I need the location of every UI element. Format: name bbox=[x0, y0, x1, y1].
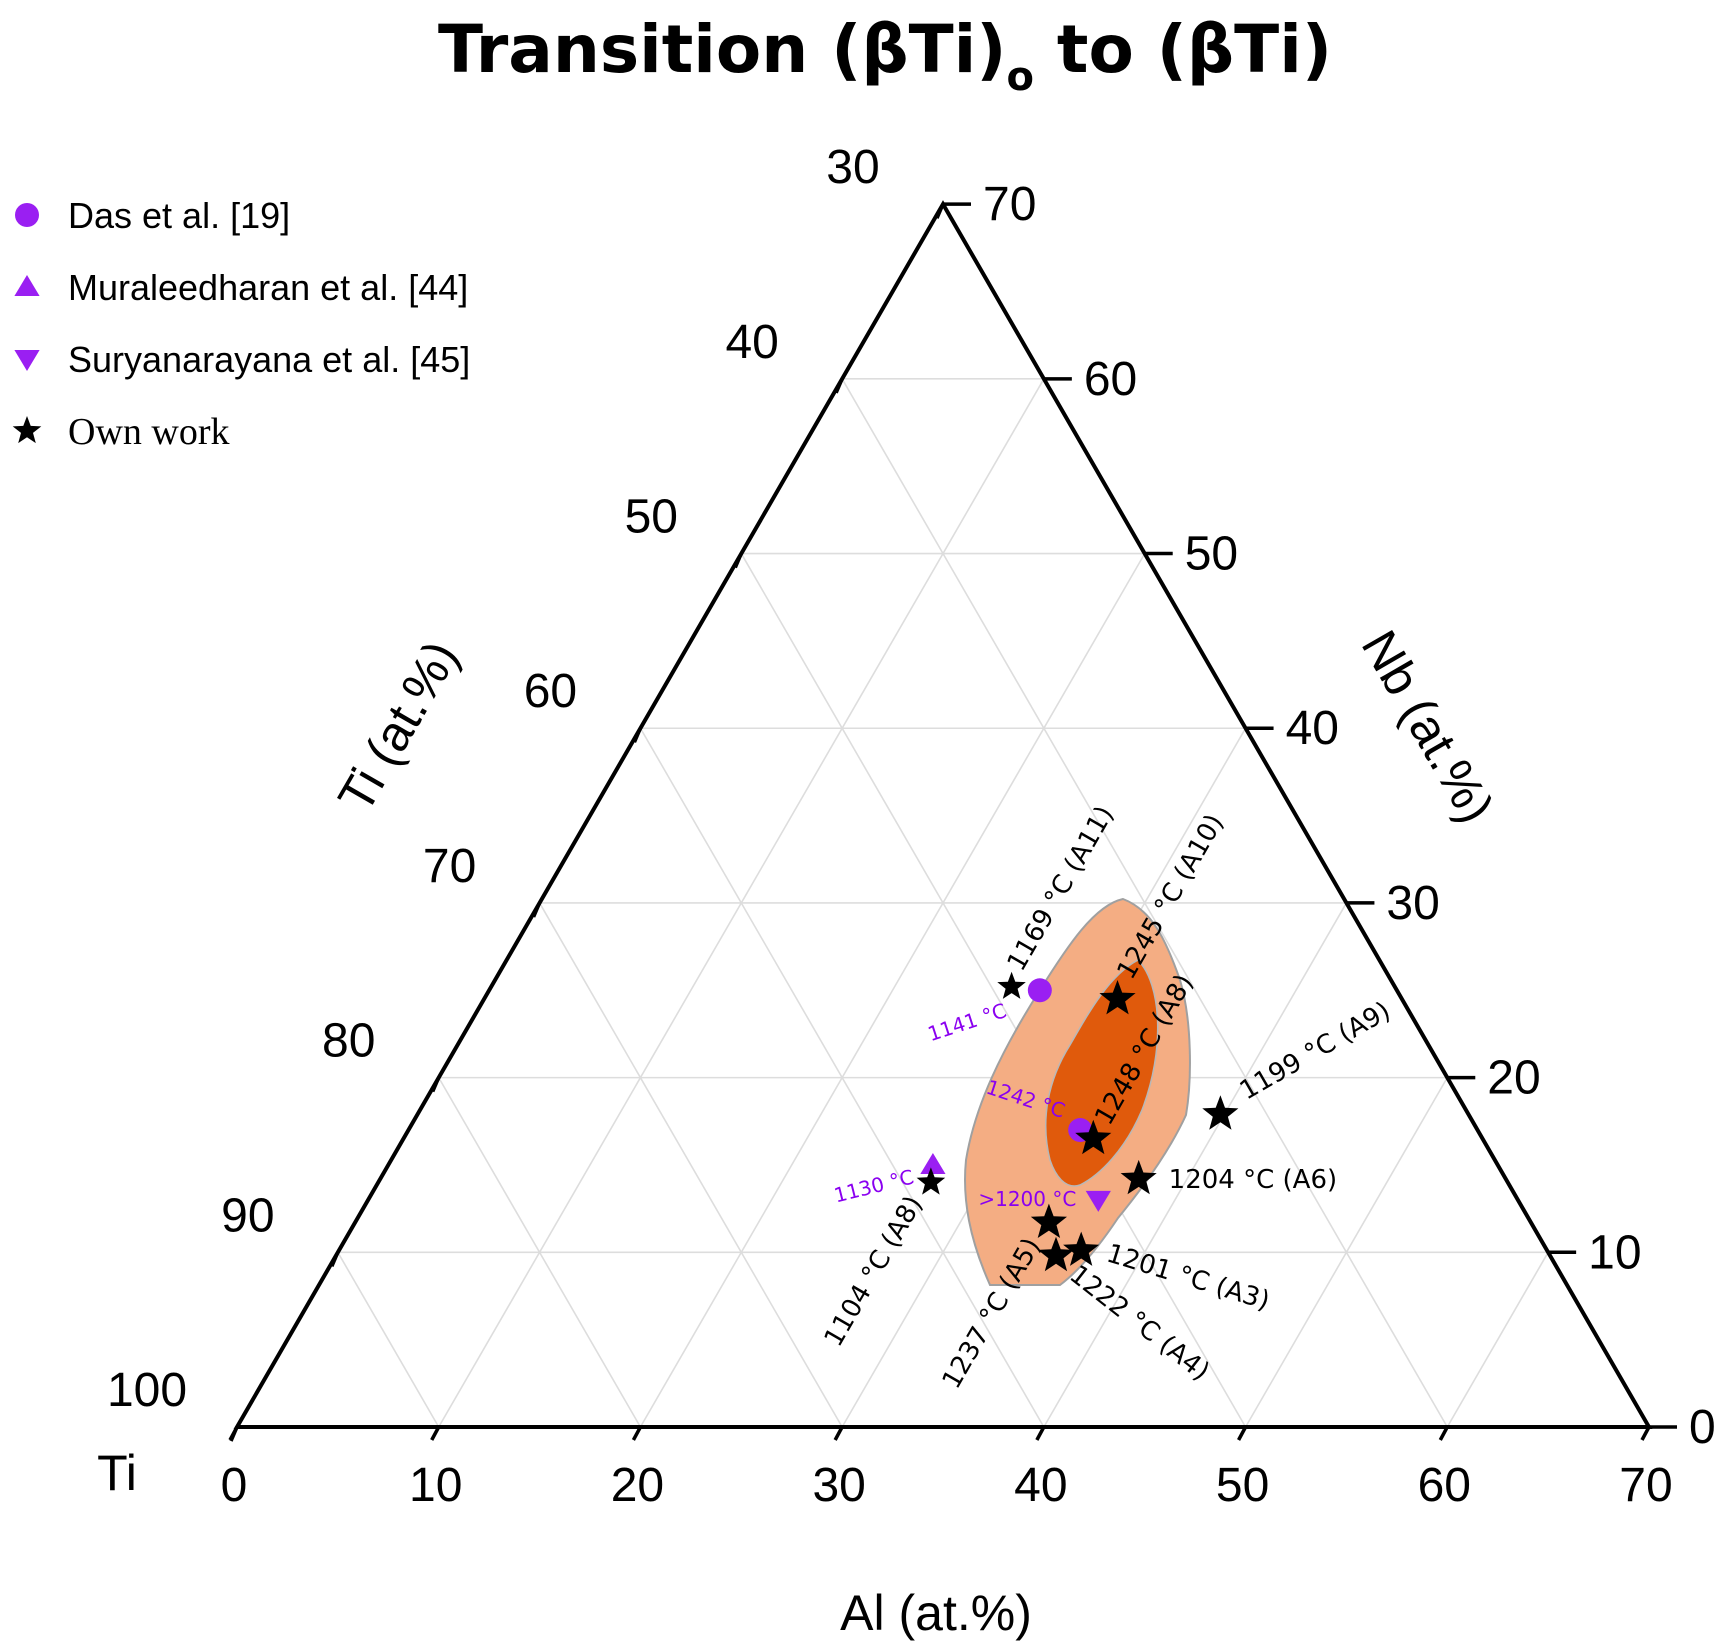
annotation-triangle-down-1: >1200 °C bbox=[978, 1187, 1076, 1211]
chart-title: Transition (βTi)o to (βTi) bbox=[438, 11, 1332, 100]
tick-label-ti-70: 70 bbox=[423, 840, 476, 893]
axis-ticks bbox=[228, 202, 1677, 1442]
tick-label-ti-30: 30 bbox=[826, 141, 879, 194]
tick-ti-70 bbox=[531, 902, 542, 918]
legend-marker-triangle-up bbox=[14, 275, 40, 296]
legend-marker-star bbox=[12, 416, 42, 444]
annotation-circle-1: 1141 °C bbox=[925, 998, 1010, 1046]
tick-label-nb-0: 0 bbox=[1689, 1401, 1716, 1454]
tick-ti-60 bbox=[632, 727, 643, 743]
grid-line-al-60 bbox=[1446, 1251, 1549, 1428]
tick-ti-90 bbox=[330, 1251, 340, 1267]
point-triangle-up-1 bbox=[920, 1152, 946, 1174]
point-star-1 bbox=[997, 971, 1026, 999]
tick-al-20 bbox=[631, 1426, 642, 1441]
tick-ti-50 bbox=[733, 552, 743, 569]
point-star-9 bbox=[1037, 1236, 1074, 1272]
legend-label-3: Suryanarayana et al. [45] bbox=[68, 339, 470, 380]
point-star-4 bbox=[1202, 1095, 1239, 1130]
tick-label-al-0: 0 bbox=[221, 1459, 248, 1512]
grid-lines bbox=[337, 378, 1549, 1428]
tick-labels: 0 0 30 10 10 40 20 20 50 30 30 60 40 40 70 50 50 80 60 60 90… bbox=[107, 141, 1716, 1512]
tick-label-ti-80: 80 bbox=[322, 1015, 375, 1068]
annotation-star-6: 1104 °C (A8) bbox=[819, 1191, 929, 1352]
annotation-star-4: 1199 °C (A9) bbox=[1235, 996, 1396, 1106]
tick-label-nb-10: 10 bbox=[1588, 1226, 1641, 1279]
tick-ti-30 bbox=[935, 203, 945, 219]
tick-al-10 bbox=[430, 1426, 441, 1441]
legend-label-4: Own work bbox=[68, 411, 229, 453]
legend-marker-triangle-down bbox=[14, 350, 40, 371]
tick-label-nb-40: 40 bbox=[1286, 702, 1339, 755]
tick-al-50 bbox=[1237, 1426, 1248, 1441]
point-star-8 bbox=[1063, 1231, 1100, 1266]
legend-label-2: Muraleedharan et al. [44] bbox=[68, 267, 468, 308]
tick-label-al-40: 40 bbox=[1014, 1459, 1067, 1512]
nb-axis-label: Nb (at.%) bbox=[1351, 621, 1505, 832]
legend-marker-circle bbox=[15, 203, 39, 227]
tick-label-al-30: 30 bbox=[812, 1459, 865, 1512]
tick-label-ti-90: 90 bbox=[221, 1189, 274, 1242]
point-star-2 bbox=[1099, 980, 1136, 1015]
point-circle-1 bbox=[1027, 978, 1052, 1003]
annotation-star-5: 1204 °C (A6) bbox=[1169, 1165, 1337, 1195]
title-main: Transition (βTi) bbox=[438, 11, 1006, 88]
tick-label-ti-100: 100 bbox=[107, 1364, 187, 1417]
grid-line-al-20 bbox=[639, 553, 1146, 1428]
data-points bbox=[916, 971, 1239, 1272]
title-tail: to (βTi) bbox=[1034, 11, 1332, 88]
grid-line-ti-30 bbox=[538, 902, 843, 1428]
point-star-3 bbox=[1075, 1119, 1112, 1155]
grid-line-ti-60 bbox=[841, 378, 1448, 1428]
ti-corner-label: Ti bbox=[97, 1445, 137, 1501]
tick-label-al-20: 20 bbox=[611, 1459, 664, 1512]
tick-al-70 bbox=[1640, 1426, 1651, 1441]
tick-label-nb-30: 30 bbox=[1386, 877, 1439, 930]
point-star-5 bbox=[1120, 1159, 1157, 1195]
point-triangle-down-1 bbox=[1085, 1190, 1111, 1212]
triangle-outline bbox=[233, 200, 1653, 1429]
tick-ti-100 bbox=[229, 1426, 239, 1442]
tick-label-nb-70: 70 bbox=[983, 178, 1036, 231]
tick-label-al-50: 50 bbox=[1216, 1459, 1269, 1512]
grid-line-al-40 bbox=[1043, 902, 1348, 1428]
tick-label-nb-20: 20 bbox=[1487, 1052, 1540, 1105]
point-star-7 bbox=[1030, 1203, 1067, 1238]
tick-label-al-70: 70 bbox=[1619, 1459, 1672, 1512]
ti-axis-label: Ti (at.%) bbox=[327, 632, 469, 822]
tick-label-al-10: 10 bbox=[409, 1459, 462, 1512]
tick-label-ti-50: 50 bbox=[625, 491, 678, 544]
legend: Das et al. [19] Muraleedharan et al. [44]… bbox=[12, 195, 470, 453]
tick-label-ti-60: 60 bbox=[524, 665, 577, 718]
grid-line-ti-20 bbox=[438, 1077, 642, 1428]
title-subscript: o bbox=[1006, 54, 1033, 100]
point-star-6 bbox=[916, 1167, 946, 1195]
tick-ti-40 bbox=[834, 378, 844, 394]
tick-al-40 bbox=[1035, 1426, 1046, 1441]
tick-label-al-60: 60 bbox=[1418, 1459, 1471, 1512]
grid-line-ti-10 bbox=[337, 1251, 440, 1428]
al-axis-label: Al (at.%) bbox=[840, 1585, 1032, 1641]
tick-ti-80 bbox=[431, 1076, 441, 1093]
grid-line-ti-40 bbox=[639, 727, 1045, 1428]
tick-al-30 bbox=[833, 1426, 844, 1441]
tick-al-60 bbox=[1438, 1426, 1449, 1441]
grid-line-ti-50 bbox=[740, 553, 1247, 1428]
tick-label-nb-50: 50 bbox=[1185, 528, 1238, 581]
tick-label-ti-40: 40 bbox=[725, 316, 778, 369]
tick-label-nb-60: 60 bbox=[1084, 353, 1137, 406]
triangle-frame bbox=[233, 200, 1653, 1429]
legend-label-1: Das et al. [19] bbox=[68, 195, 290, 236]
